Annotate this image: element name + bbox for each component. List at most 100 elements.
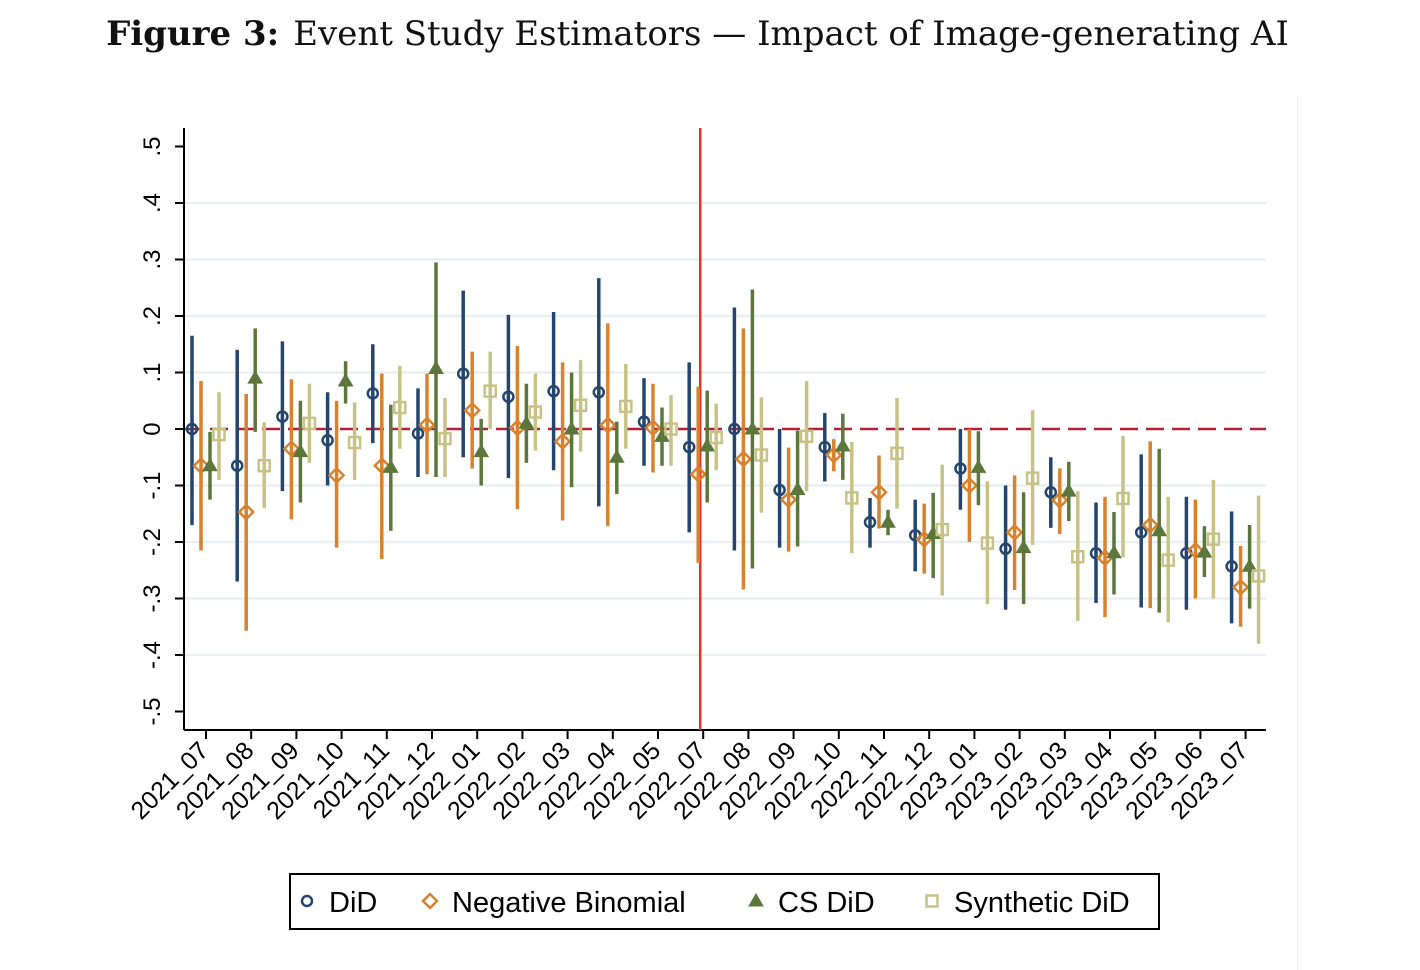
point-estimate-diamond xyxy=(734,450,753,468)
point-estimate-square xyxy=(528,405,543,419)
point-estimate-square xyxy=(619,399,633,414)
point-estimate-triangle xyxy=(382,459,399,473)
point-estimate-square xyxy=(483,384,497,398)
figure-title: Figure 3: Event Study Estimators — Impact… xyxy=(0,14,1395,54)
point-estimate-circle xyxy=(321,434,334,447)
point-estimate-diamond xyxy=(192,456,210,475)
point-estimate-square xyxy=(709,430,723,445)
point-estimate-circle xyxy=(863,515,877,529)
point-estimate-square xyxy=(393,400,407,415)
point-estimate-diamond xyxy=(1051,491,1069,509)
legend-square-icon xyxy=(925,894,939,908)
point-estimate-triangle xyxy=(1241,558,1258,572)
point-estimate-circle xyxy=(456,367,470,380)
point-estimate-square xyxy=(980,536,995,550)
point-estimate-triangle xyxy=(1106,544,1122,559)
point-estimate-diamond xyxy=(327,466,346,485)
point-estimate-diamond xyxy=(644,419,662,437)
point-estimate-square xyxy=(845,491,859,505)
point-estimate-triangle xyxy=(1151,522,1168,537)
point-estimate-triangle xyxy=(563,421,580,435)
point-estimate-diamond xyxy=(553,432,572,451)
y-tick-label: .1 xyxy=(139,362,166,382)
point-estimate-diamond xyxy=(870,483,888,502)
point-estimate-square xyxy=(438,431,452,446)
point-estimate-square xyxy=(1071,549,1085,564)
point-estimate-diamond xyxy=(1231,578,1250,596)
series-cs-did xyxy=(202,262,1258,613)
y-tick-label: .4 xyxy=(139,193,166,213)
point-estimate-square xyxy=(890,446,904,461)
point-estimate-triangle xyxy=(789,481,806,495)
figure-title-text: Event Study Estimators — Impact of Image… xyxy=(293,14,1289,54)
point-estimate-circle xyxy=(411,427,425,440)
point-estimate-square xyxy=(1161,553,1175,567)
point-estimate-square xyxy=(573,398,588,413)
series-synthetic-did xyxy=(212,351,1266,644)
legend-label: CS DiD xyxy=(778,887,875,919)
series-negative-binomial xyxy=(192,323,1250,631)
point-estimate-circle xyxy=(502,390,515,404)
point-estimate-square xyxy=(664,422,678,436)
point-estimate-circle xyxy=(547,384,560,398)
point-estimate-triangle xyxy=(880,514,896,528)
point-estimate-circle xyxy=(1044,486,1058,499)
point-estimate-diamond xyxy=(779,490,798,509)
y-tick-label: .5 xyxy=(139,136,166,156)
legend-triangle-icon xyxy=(748,893,764,907)
point-estimate-triangle xyxy=(1060,483,1077,497)
point-estimate-square xyxy=(212,427,226,442)
point-estimate-circle xyxy=(1225,560,1238,573)
point-estimate-triangle xyxy=(608,449,625,463)
point-estimate-circle xyxy=(682,440,696,454)
point-estimate-diamond xyxy=(1141,516,1159,534)
point-estimate-diamond xyxy=(825,446,843,464)
point-estimate-triangle xyxy=(473,443,490,458)
point-estimate-square xyxy=(1206,532,1221,546)
point-estimate-diamond xyxy=(599,416,617,434)
point-estimate-triangle xyxy=(744,421,761,435)
point-estimate-square xyxy=(347,435,362,450)
point-estimate-square xyxy=(1025,471,1040,485)
point-estimate-triangle xyxy=(292,443,309,458)
point-estimate-diamond xyxy=(960,476,979,495)
legend-label: DiD xyxy=(329,887,377,919)
legend-label: Negative Binomial xyxy=(452,887,686,919)
y-tick-label: .3 xyxy=(139,249,166,269)
figure-label: Figure 3: xyxy=(106,14,280,54)
point-estimate-square xyxy=(935,522,949,537)
point-estimate-circle xyxy=(276,410,289,423)
point-estimate-circle xyxy=(954,462,967,475)
point-estimate-triangle xyxy=(518,415,535,429)
y-tick-label: -.3 xyxy=(139,584,166,612)
point-estimate-circle xyxy=(366,387,380,400)
point-estimate-circle xyxy=(999,542,1012,556)
point-estimate-square xyxy=(754,448,769,462)
y-tick-label: -.2 xyxy=(139,528,166,556)
point-estimate-triangle xyxy=(1196,544,1213,558)
y-tick-label: -.1 xyxy=(139,471,166,499)
legend-diamond-icon xyxy=(421,892,439,910)
point-estimate-triangle xyxy=(834,437,851,452)
point-estimate-triangle xyxy=(428,360,444,375)
y-tick-label: .2 xyxy=(139,306,166,326)
point-estimate-circle xyxy=(637,415,651,428)
point-estimate-diamond xyxy=(1005,523,1024,542)
y-tick-label: -.4 xyxy=(139,641,166,669)
point-estimate-square xyxy=(1251,569,1266,583)
point-estimate-square xyxy=(257,458,271,473)
point-estimate-triangle xyxy=(202,457,218,472)
point-estimate-diamond xyxy=(418,416,436,434)
point-estimate-triangle xyxy=(970,459,987,473)
point-estimate-triangle xyxy=(699,437,716,452)
page-edge xyxy=(1297,95,1298,970)
point-estimate-diamond xyxy=(1186,541,1205,560)
point-estimate-diamond xyxy=(237,503,255,521)
point-estimate-circle xyxy=(1134,526,1148,539)
point-estimate-square xyxy=(302,416,317,431)
point-estimate-diamond xyxy=(373,456,391,475)
y-tick-label: 0 xyxy=(139,422,166,435)
point-estimate-triangle xyxy=(247,370,264,384)
point-estimate-circle xyxy=(728,422,741,436)
